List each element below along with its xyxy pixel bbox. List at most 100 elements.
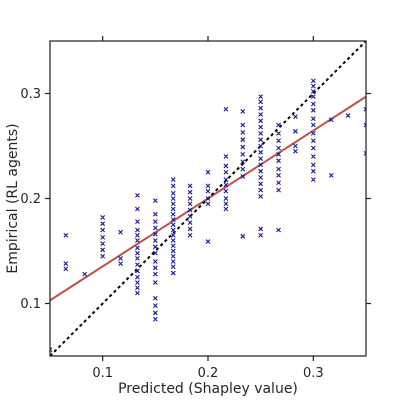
data-point xyxy=(63,266,69,272)
data-point xyxy=(363,150,366,156)
data-point xyxy=(258,124,264,130)
data-point xyxy=(258,187,264,193)
data-point xyxy=(187,226,193,232)
data-point xyxy=(187,232,193,238)
data-point xyxy=(152,265,158,271)
data-point xyxy=(50,347,53,353)
data-point xyxy=(258,162,264,168)
data-point xyxy=(100,247,106,253)
data-point xyxy=(258,94,264,100)
data-point xyxy=(100,221,106,227)
data-point xyxy=(276,122,281,128)
data-point xyxy=(118,255,123,261)
data-point xyxy=(170,259,176,264)
data-point xyxy=(152,316,158,322)
data-point xyxy=(310,131,316,136)
data-point xyxy=(170,177,176,182)
data-point xyxy=(258,232,264,238)
data-point xyxy=(258,168,264,174)
data-point xyxy=(293,128,298,134)
data-point xyxy=(170,253,176,259)
data-point xyxy=(135,274,140,280)
data-point xyxy=(170,217,176,222)
data-point xyxy=(170,227,176,233)
data-point xyxy=(258,118,264,124)
data-point xyxy=(276,187,281,193)
data-point xyxy=(170,211,176,217)
data-point xyxy=(118,261,123,266)
data-point xyxy=(152,280,158,285)
data-point xyxy=(310,94,316,100)
x-tick-label: 0.1 xyxy=(92,366,113,381)
data-point xyxy=(152,259,158,264)
data-point xyxy=(310,89,316,94)
data-point xyxy=(170,243,176,249)
data-point xyxy=(276,131,281,136)
y-tick-label: 0.3 xyxy=(20,87,41,102)
data-point xyxy=(345,113,351,118)
data-point xyxy=(276,145,281,151)
data-point xyxy=(63,232,69,238)
data-point xyxy=(240,152,246,157)
data-point xyxy=(135,206,140,212)
data-point xyxy=(363,122,366,128)
data-point xyxy=(258,131,264,136)
data-point xyxy=(258,112,264,117)
data-point xyxy=(170,270,176,276)
data-point xyxy=(170,206,176,212)
data-point xyxy=(258,156,264,161)
data-point xyxy=(223,188,229,194)
data-point xyxy=(240,137,246,143)
data-point xyxy=(276,152,281,157)
data-point xyxy=(152,225,158,231)
data-point xyxy=(205,169,211,175)
data-point xyxy=(310,101,316,107)
data-point xyxy=(135,232,140,238)
data-point xyxy=(240,144,246,150)
data-point xyxy=(276,227,281,233)
data-point xyxy=(152,271,158,277)
data-point xyxy=(258,194,264,199)
data-point xyxy=(100,253,106,259)
data-point xyxy=(152,211,158,217)
data-point xyxy=(328,117,334,123)
data-point xyxy=(152,238,158,243)
data-point xyxy=(258,149,264,155)
data-point xyxy=(152,198,158,203)
data-point xyxy=(152,250,158,256)
data-point xyxy=(223,154,229,159)
data-point xyxy=(310,107,316,113)
data-point xyxy=(100,215,106,220)
data-point xyxy=(152,295,158,301)
data-point xyxy=(100,241,106,247)
data-point xyxy=(310,138,316,144)
data-point xyxy=(152,219,158,224)
y-axis-label: Empirical (RL agents) xyxy=(5,123,21,273)
data-point xyxy=(240,166,246,172)
data-point xyxy=(240,233,246,239)
y-tick-label: 0.2 xyxy=(20,192,41,207)
data-point xyxy=(82,271,88,277)
data-point xyxy=(328,173,334,178)
data-point xyxy=(310,122,316,128)
x-tick-label: 0.3 xyxy=(303,366,324,381)
data-point xyxy=(135,227,140,233)
data-point xyxy=(293,148,298,154)
y-tick-label: 0.1 xyxy=(20,297,41,312)
data-point xyxy=(363,106,366,112)
data-point xyxy=(310,83,316,89)
data-point xyxy=(187,220,193,226)
plot-frame xyxy=(49,40,367,357)
data-point xyxy=(223,106,229,112)
data-point xyxy=(135,268,140,274)
data-point xyxy=(258,226,264,232)
data-point xyxy=(205,239,211,244)
data-point xyxy=(310,177,316,182)
data-point xyxy=(135,280,140,285)
data-point xyxy=(310,162,316,168)
data-point xyxy=(170,264,176,270)
data-point xyxy=(100,234,106,240)
data-point xyxy=(258,143,264,149)
ticks-layer: 0.1 0.2 0.3 0.1 0.2 0.3 xyxy=(20,36,371,381)
